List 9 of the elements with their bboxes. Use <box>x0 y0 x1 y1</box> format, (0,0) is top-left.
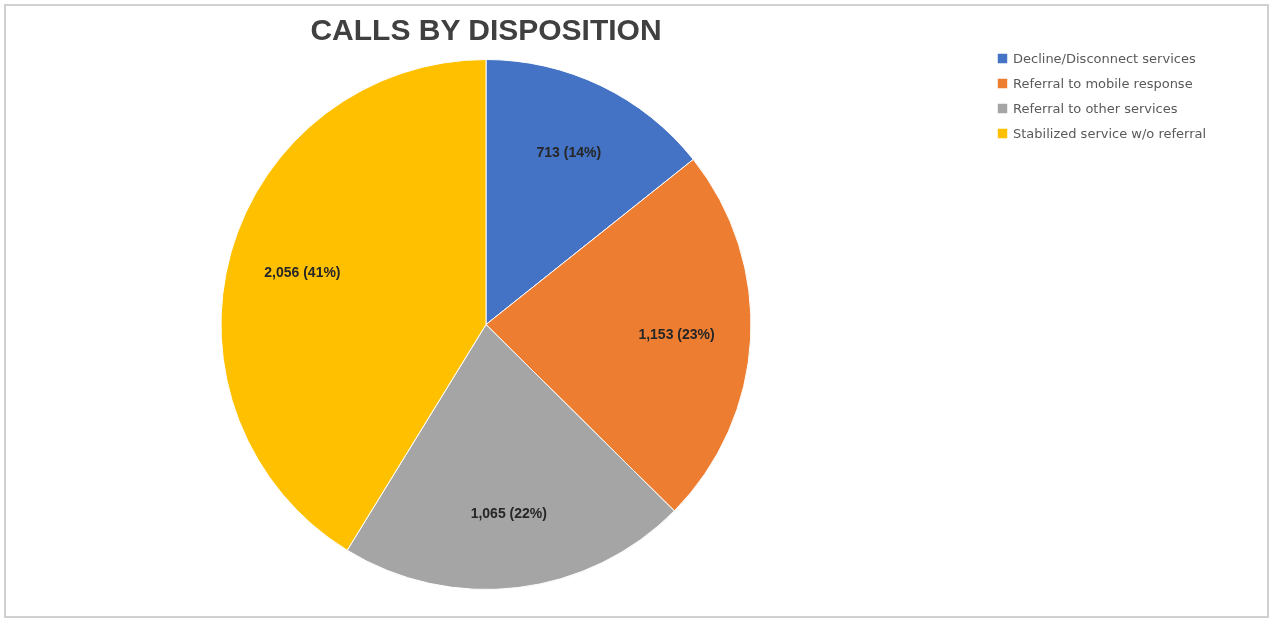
legend-label: Referral to other services <box>1013 100 1178 116</box>
legend-label: Referral to mobile response <box>1013 75 1193 91</box>
data-label: 1,065 (22%) <box>470 504 547 521</box>
chart-title: CALLS BY DISPOSITION <box>310 13 662 46</box>
data-label: 2,056 (41%) <box>264 263 341 280</box>
data-label: 1,153 (23%) <box>638 325 715 342</box>
legend-label: Stabilized service w/o referral <box>1013 125 1207 141</box>
legend-label: Decline/Disconnect services <box>1013 50 1196 66</box>
data-label: 713 (14%) <box>536 143 602 160</box>
